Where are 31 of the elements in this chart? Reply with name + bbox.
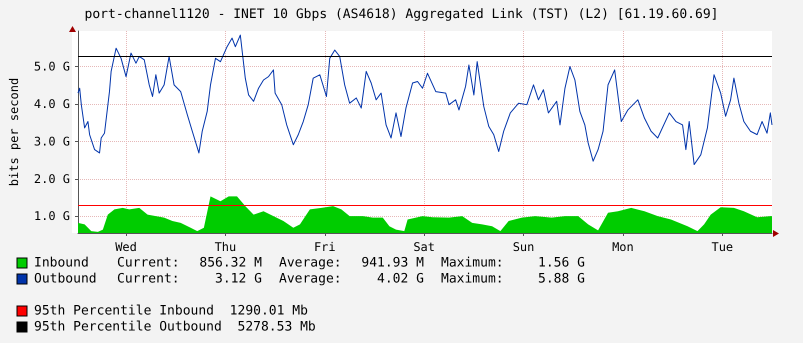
text: Current:: [117, 272, 180, 286]
text: Maximum:: [441, 256, 504, 270]
line-series: [78, 34, 772, 166]
legend-label: 95th Percentile Inbound 1290.01 Mb: [34, 304, 308, 318]
text: 941.93 M: [361, 256, 424, 270]
text: 3.12 G: [215, 272, 262, 286]
text: Average:: [279, 272, 342, 286]
text: Maximum:: [441, 272, 504, 286]
legend-label: Outbound: [34, 272, 97, 286]
x-tick-label: Tue: [711, 240, 734, 254]
x-tick-label: Sun: [512, 240, 534, 254]
chart-title: port-channel1120 - INET 10 Gbps (AS4618) Aggregated Link (TST) (L2) [61.19.60.69]: [84, 7, 718, 22]
x-tick-label: Fri: [314, 240, 336, 254]
y-tick-label: 1.0 G: [34, 209, 70, 224]
text: Average:: [279, 256, 342, 270]
y-tick-label: 3.0 G: [34, 134, 70, 148]
x-tick-label: Mon: [612, 240, 634, 254]
text: 1.56 G: [538, 256, 586, 270]
y-tick-label: 4.0 G: [34, 96, 70, 111]
legend-label: 95th Percentile Outbound 5278.53 Mb: [34, 320, 316, 334]
text: 5.88 G: [538, 272, 586, 286]
text: 856.32 M: [199, 256, 262, 270]
x-tick-label: Thu: [214, 240, 236, 254]
y-tick-label: 2.0 G: [34, 172, 70, 186]
text: 4.02 G: [377, 272, 424, 286]
y-axis-title: bits per second: [7, 78, 21, 186]
legend-label: Inbound: [34, 256, 89, 270]
y-tick-label: 5.0 G: [34, 60, 70, 74]
x-tick-label: Wed: [115, 240, 137, 254]
text: Current:: [117, 256, 180, 270]
x-tick-label: Sat: [413, 240, 436, 254]
